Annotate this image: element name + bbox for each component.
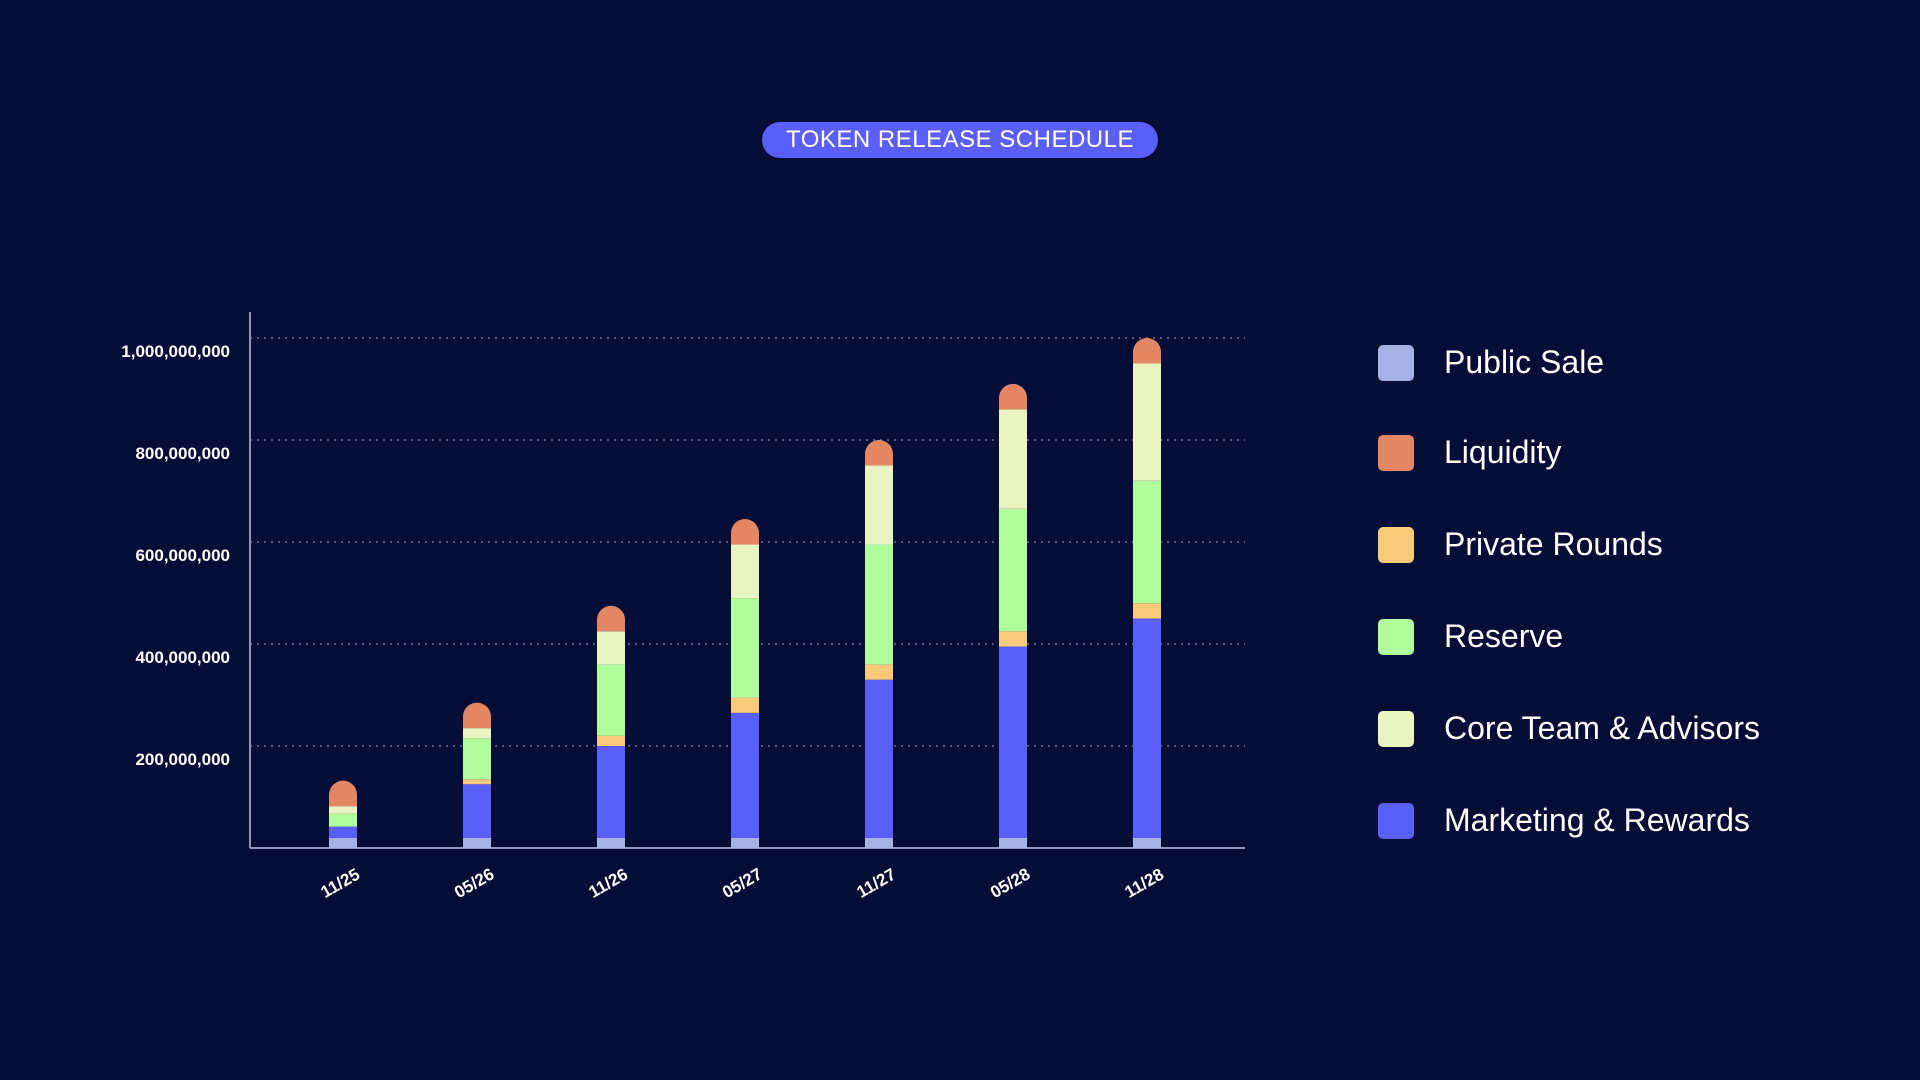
chart-title: TOKEN RELEASE SCHEDULE (762, 122, 1158, 158)
legend-swatch (1378, 344, 1414, 381)
legend-swatch (1378, 710, 1414, 747)
bar-segment-private-rounds (999, 631, 1027, 647)
x-tick-label: 11/27 (853, 865, 899, 902)
bar-segment-marketing-rewards (597, 746, 625, 838)
bar-segment-core-team-advisors (865, 465, 893, 545)
legend-label: Public Sale (1444, 344, 1605, 380)
bar-segment-public-sale (463, 837, 491, 848)
x-tick-label: 11/25 (317, 865, 363, 902)
bar-segment-liquidity (597, 605, 625, 632)
bar-segment-liquidity (999, 383, 1027, 410)
legend-item: Core Team & Advisors (1378, 710, 1760, 747)
bar-segment-marketing-rewards (731, 712, 759, 838)
bar-segment-core-team-advisors (329, 806, 357, 814)
y-tick-label: 400,000,000 (135, 648, 230, 667)
y-tick-label: 600,000,000 (135, 546, 230, 565)
bar-segment-liquidity (1133, 338, 1161, 364)
legend-item: Public Sale (1378, 344, 1604, 381)
bar-segment-public-sale (1133, 837, 1161, 848)
y-tick-label: 1,000,000,000 (121, 342, 230, 361)
bar-segment-reserve (731, 598, 759, 698)
legend-swatch (1378, 434, 1414, 471)
bar-segment-core-team-advisors (463, 728, 491, 739)
bar-segment-private-rounds (597, 735, 625, 746)
bar-segment-liquidity (731, 519, 759, 545)
bar-segment-marketing-rewards (463, 784, 491, 838)
bar-segment-private-rounds (1133, 603, 1161, 619)
legend-item: Private Rounds (1378, 526, 1663, 563)
x-tick-label: 11/26 (585, 865, 631, 902)
y-tick-label: 800,000,000 (135, 444, 230, 463)
legend-item: Marketing & Rewards (1378, 802, 1750, 839)
bar-segment-public-sale (865, 837, 893, 848)
bar-segment-reserve (463, 738, 491, 780)
bar-segment-marketing-rewards (329, 826, 357, 838)
bar-segment-marketing-rewards (1133, 618, 1161, 838)
legend-label: Marketing & Rewards (1444, 802, 1750, 838)
bar-segment-reserve (999, 508, 1027, 632)
legend-swatch (1378, 618, 1414, 655)
bar-segment-liquidity (463, 702, 491, 729)
x-tick-label: 11/28 (1121, 865, 1167, 902)
x-tick-label: 05/26 (451, 864, 497, 902)
bar-segment-reserve (329, 813, 357, 827)
bar-segment-public-sale (731, 837, 759, 848)
bar-segment-reserve (865, 544, 893, 665)
x-tick-label: 05/27 (719, 864, 765, 902)
bar-segment-reserve (597, 664, 625, 736)
bar-segment-private-rounds (463, 779, 491, 785)
bar-segment-liquidity (329, 780, 357, 807)
bar-segment-reserve (1133, 480, 1161, 604)
legend-item: Reserve (1378, 618, 1563, 655)
bar-segment-marketing-rewards (865, 679, 893, 838)
x-tick-label: 05/28 (987, 864, 1033, 902)
bar-segment-liquidity (865, 440, 893, 466)
bar-segment-core-team-advisors (731, 544, 759, 599)
legend-label: Liquidity (1444, 434, 1562, 470)
bar-segment-marketing-rewards (999, 646, 1027, 838)
bar-segment-private-rounds (731, 697, 759, 713)
legend-swatch (1378, 802, 1414, 839)
bar-segment-core-team-advisors (597, 631, 625, 665)
bar-segment-public-sale (999, 837, 1027, 848)
legend-label: Private Rounds (1444, 526, 1663, 562)
bar-segment-public-sale (329, 837, 357, 848)
bar-segment-public-sale (597, 837, 625, 848)
legend-swatch (1378, 526, 1414, 563)
legend-item: Liquidity (1378, 434, 1561, 471)
y-tick-label: 200,000,000 (135, 750, 230, 769)
legend-label: Reserve (1444, 618, 1564, 654)
bar-segment-private-rounds (865, 664, 893, 680)
bar-segment-core-team-advisors (1133, 363, 1161, 481)
legend-label: Core Team & Advisors (1444, 710, 1760, 746)
bar-segment-core-team-advisors (999, 409, 1027, 509)
